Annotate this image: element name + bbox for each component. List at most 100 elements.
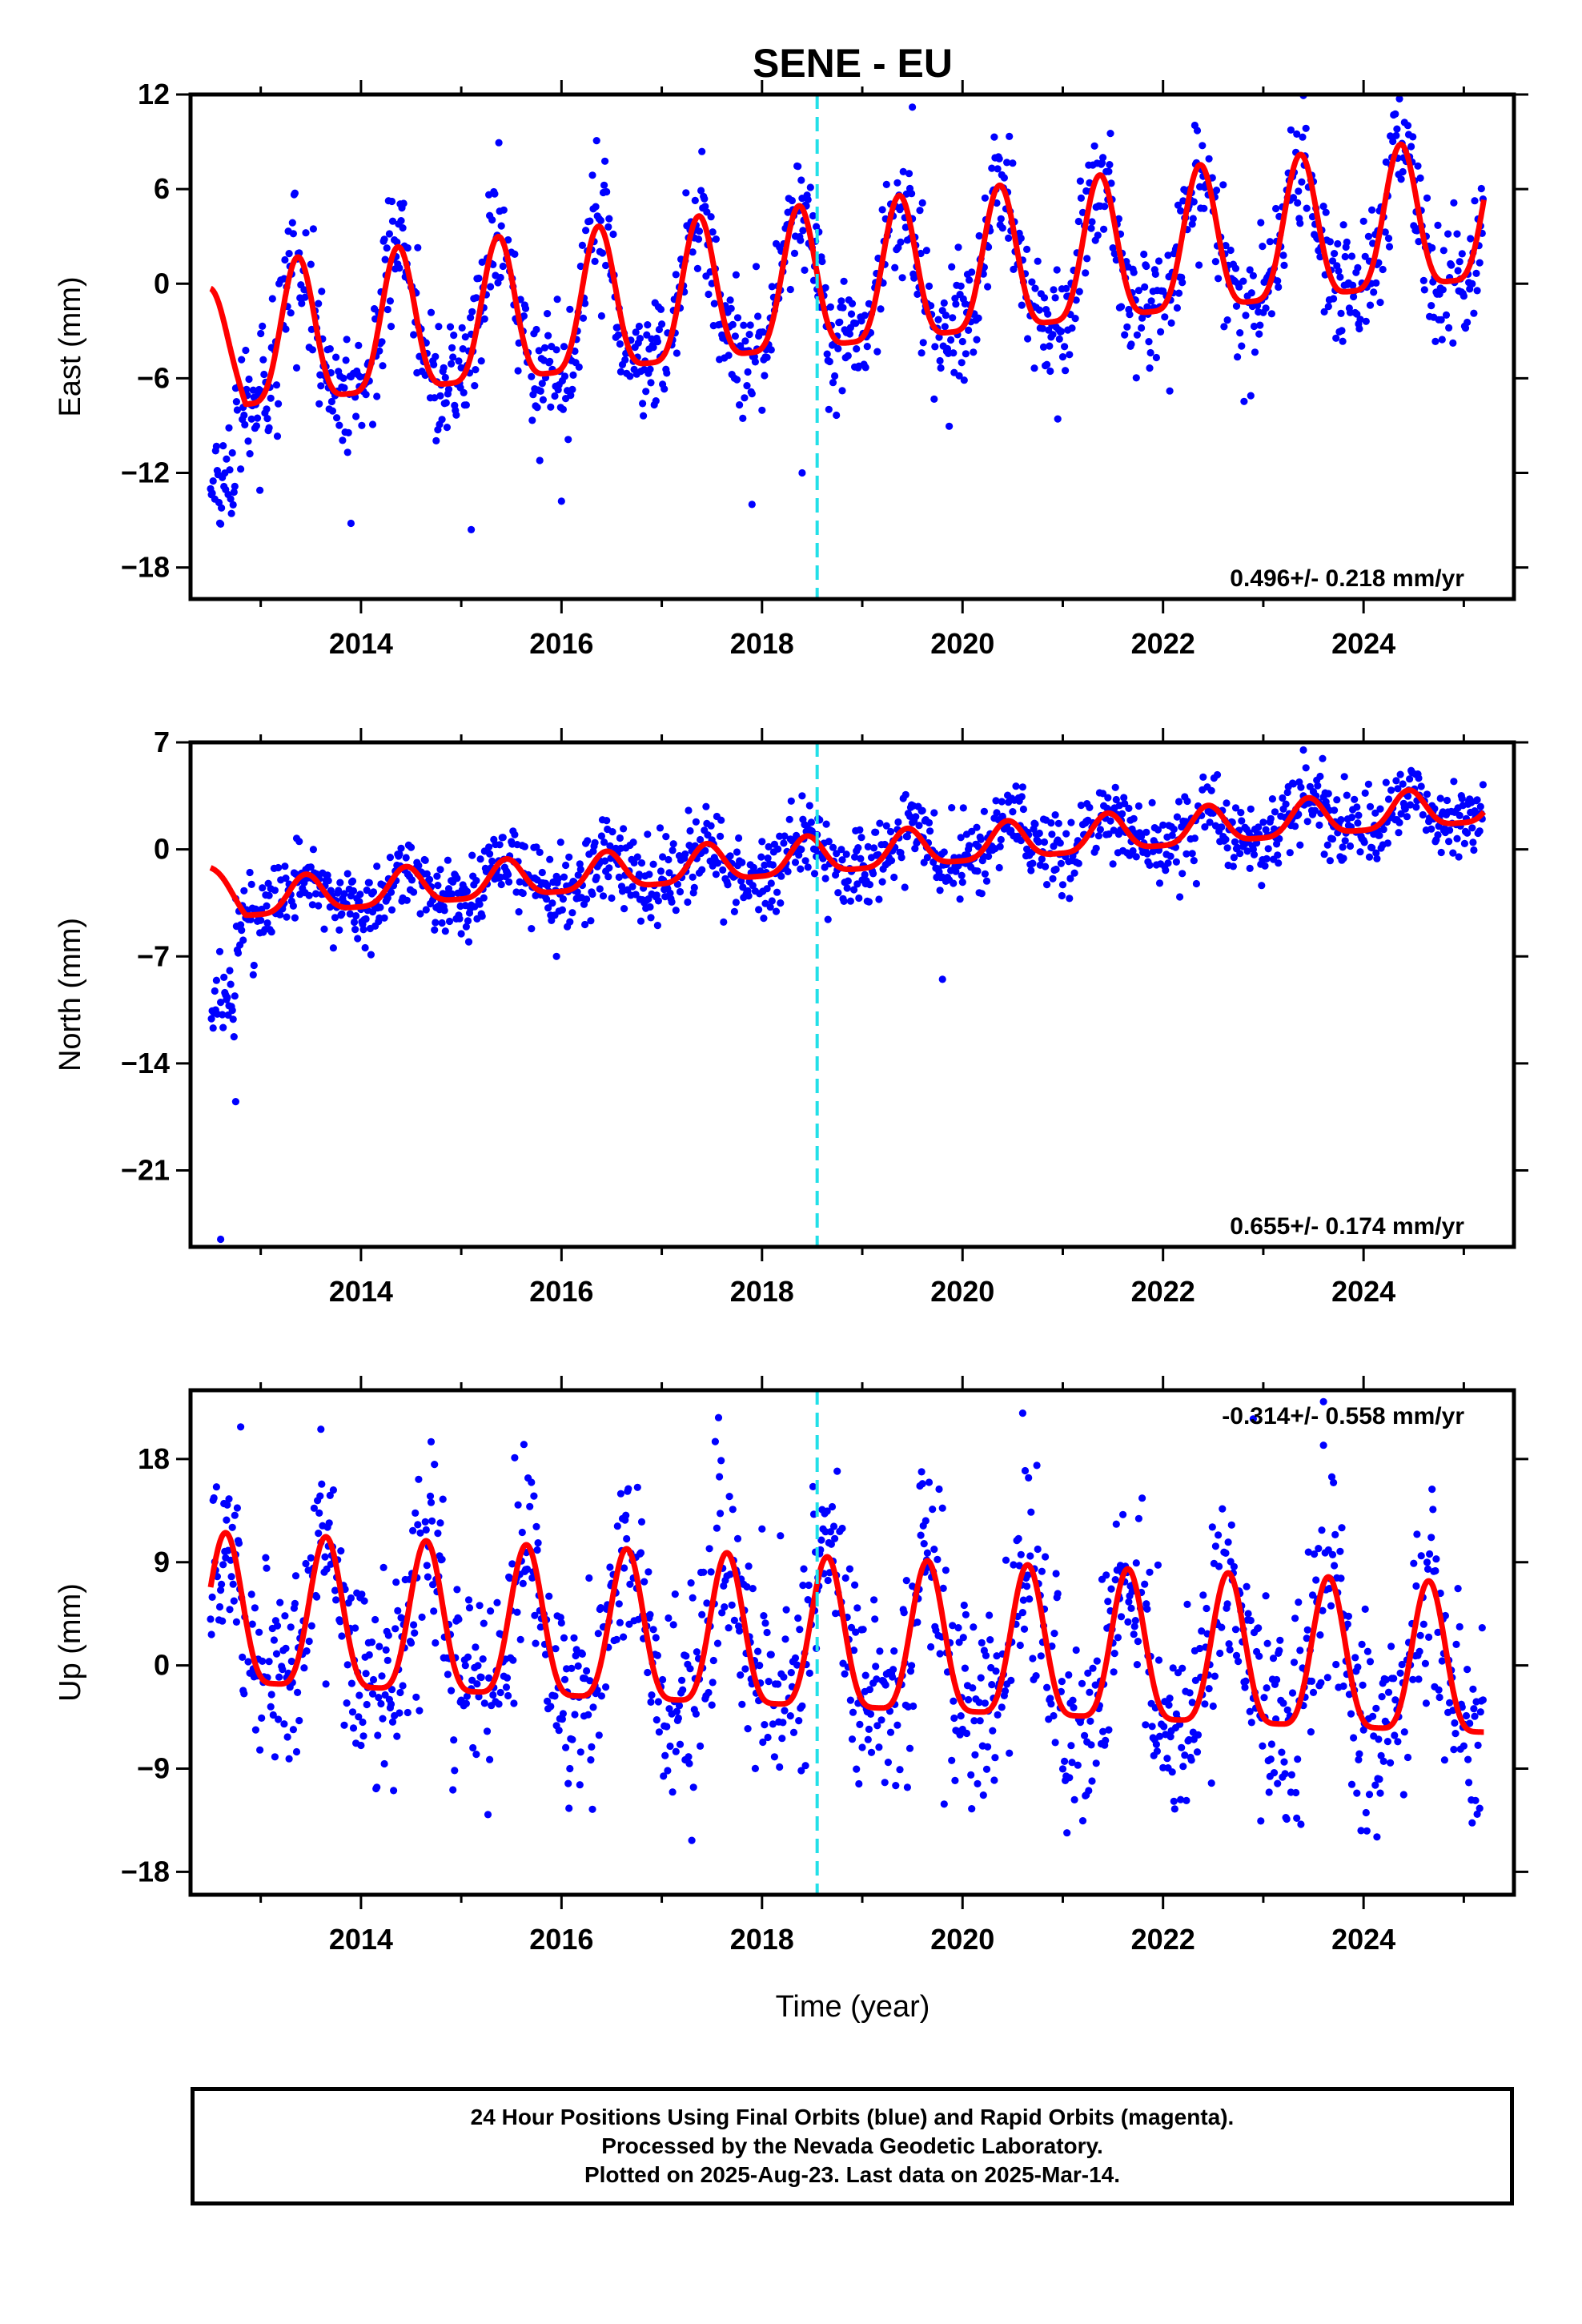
- east-point: [754, 312, 762, 320]
- north-point: [1057, 859, 1065, 867]
- east-point: [237, 465, 245, 473]
- east-point: [1262, 304, 1270, 312]
- north-point: [478, 912, 486, 920]
- north-point: [1142, 828, 1150, 836]
- up-point: [218, 1580, 226, 1588]
- north-point: [1262, 826, 1270, 834]
- north-point: [1009, 808, 1017, 816]
- east-point: [1464, 318, 1472, 327]
- east-point: [427, 308, 436, 316]
- up-frame: [188, 1388, 1516, 1897]
- east-point: [1384, 235, 1393, 243]
- up-point: [1387, 1642, 1395, 1651]
- east-point: [1053, 266, 1061, 274]
- east-point: [387, 323, 396, 331]
- east-point: [375, 347, 383, 355]
- up-point: [388, 1718, 397, 1726]
- up-point: [1042, 1553, 1050, 1561]
- east-point: [1227, 246, 1235, 255]
- north-point: [838, 856, 846, 864]
- east-point: [1199, 142, 1207, 150]
- up-point: [1065, 1671, 1073, 1679]
- east-point: [581, 300, 589, 308]
- north-point: [1067, 818, 1075, 826]
- north-point: [1423, 790, 1431, 798]
- north-point: [950, 879, 958, 887]
- east-point: [217, 520, 225, 529]
- east-point: [1109, 244, 1117, 252]
- east-point: [1040, 294, 1049, 302]
- north-point: [1049, 875, 1057, 883]
- up-point: [436, 1519, 444, 1527]
- east-point: [710, 300, 718, 308]
- north-point: [1223, 799, 1231, 807]
- up-point: [795, 1717, 803, 1725]
- up-point: [1242, 1677, 1250, 1685]
- east-point: [1235, 283, 1243, 291]
- up-point: [479, 1655, 487, 1663]
- east-point: [836, 318, 844, 326]
- north-point: [211, 987, 219, 995]
- up-point: [633, 1483, 641, 1491]
- north-point: [850, 886, 858, 894]
- north-point: [1314, 782, 1322, 790]
- east-x-tick-label: 2014: [329, 627, 393, 660]
- north-point: [692, 818, 701, 826]
- east-point: [1154, 257, 1163, 265]
- east-point: [916, 207, 924, 215]
- east-point: [1299, 133, 1307, 141]
- east-point: [551, 392, 559, 400]
- east-point: [496, 273, 504, 282]
- east-point: [223, 455, 231, 463]
- up-point: [705, 1545, 713, 1553]
- north-point: [1476, 827, 1484, 835]
- up-point: [745, 1562, 753, 1570]
- up-point: [1353, 1789, 1361, 1797]
- north-point: [968, 827, 976, 835]
- up-point: [982, 1651, 990, 1659]
- up-point: [1371, 1781, 1379, 1789]
- up-point: [1033, 1462, 1041, 1470]
- up-point: [709, 1656, 717, 1665]
- north-point: [1229, 862, 1237, 870]
- east-point: [998, 224, 1006, 232]
- up-point: [624, 1485, 632, 1493]
- north-point: [1271, 808, 1279, 816]
- up-point: [1468, 1819, 1476, 1827]
- north-point: [726, 852, 734, 860]
- north-point: [431, 926, 439, 934]
- up-point: [1051, 1739, 1059, 1747]
- up-point: [1400, 1728, 1408, 1736]
- north-point: [497, 880, 505, 889]
- north-y-tick-label: −7: [137, 939, 170, 972]
- up-point: [615, 1600, 623, 1608]
- north-point: [1275, 834, 1283, 842]
- east-y-tick-label: −6: [137, 361, 170, 394]
- east-point: [532, 325, 540, 334]
- up-point: [516, 1635, 524, 1643]
- north-point: [865, 881, 873, 889]
- east-point: [1100, 225, 1108, 233]
- north-point: [807, 818, 816, 826]
- up-point: [315, 1530, 323, 1538]
- north-point: [636, 917, 645, 925]
- up-point: [1211, 1542, 1219, 1550]
- east-point: [396, 264, 404, 272]
- east-point: [335, 421, 343, 429]
- up-point: [1111, 1576, 1119, 1584]
- up-point: [519, 1579, 527, 1587]
- north-point: [320, 925, 328, 933]
- up-point: [652, 1634, 660, 1642]
- north-point: [1417, 782, 1425, 790]
- north-point: [240, 887, 248, 895]
- east-point: [1416, 174, 1424, 182]
- north-point: [1172, 858, 1180, 866]
- east-point: [1397, 175, 1405, 183]
- east-point: [1330, 295, 1338, 303]
- north-point: [1168, 831, 1176, 839]
- up-point: [1078, 1817, 1087, 1825]
- up-x-tick-label: 2024: [1331, 1923, 1395, 1956]
- east-point: [1101, 203, 1109, 211]
- up-point: [917, 1468, 926, 1476]
